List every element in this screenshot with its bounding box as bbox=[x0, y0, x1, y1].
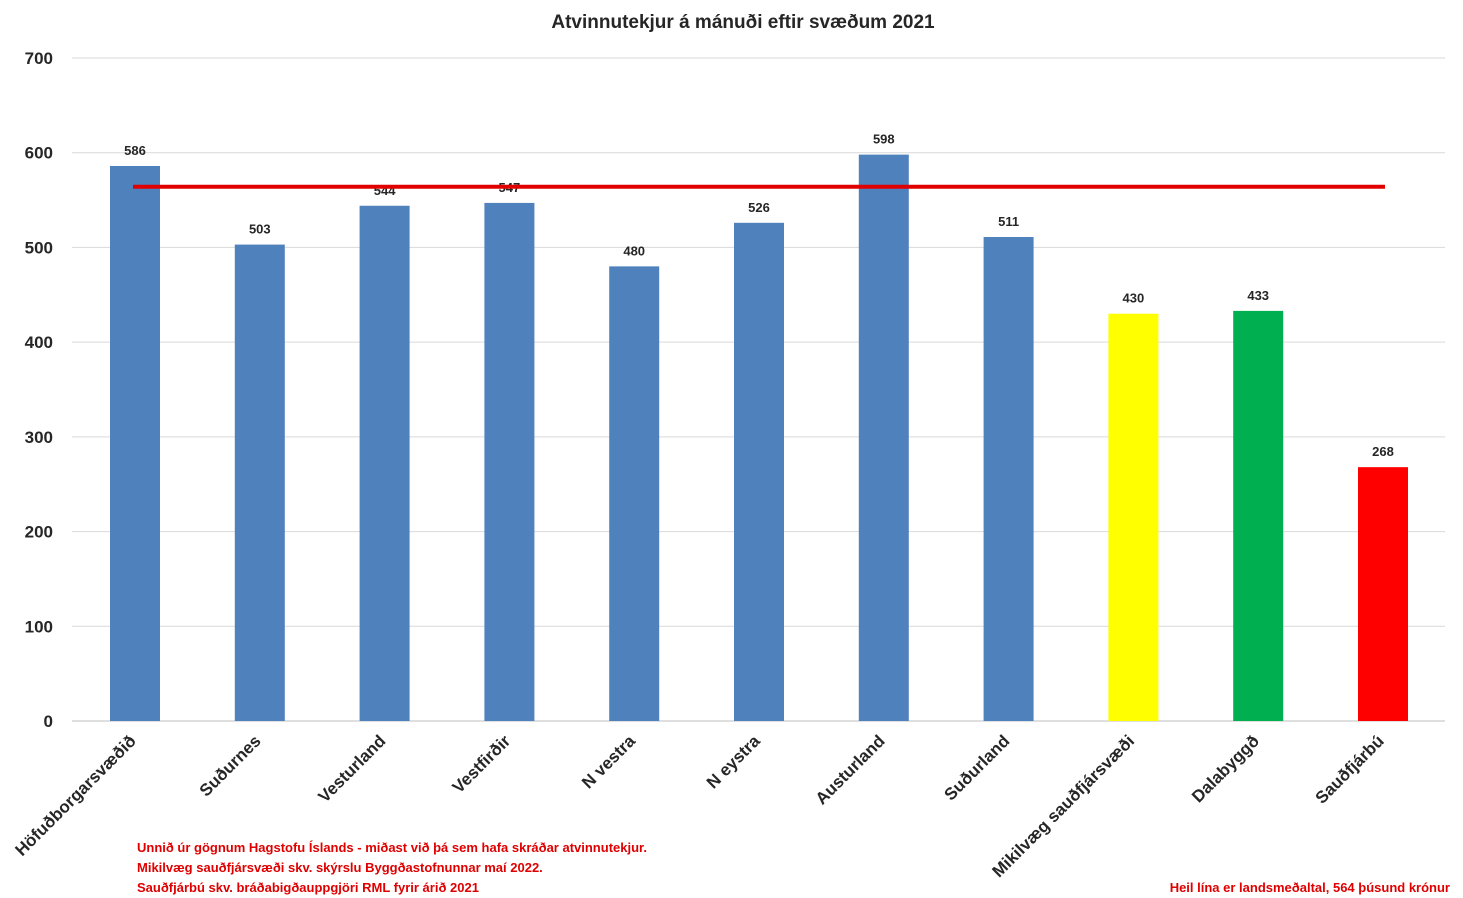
source-note-2: Mikilvæg sauðfjársvæði skv. skýrslu Bygg… bbox=[137, 860, 543, 875]
bar bbox=[1233, 310, 1284, 721]
data-label: 598 bbox=[873, 132, 895, 147]
reference-line-note: Heil lína er landsmeðaltal, 564 þúsund k… bbox=[1170, 880, 1450, 895]
bar bbox=[484, 202, 535, 722]
y-tick-label: 600 bbox=[25, 144, 53, 163]
y-tick-label: 200 bbox=[25, 523, 53, 542]
x-tick-label: Dalabyggð bbox=[1188, 731, 1263, 806]
bar bbox=[110, 165, 160, 721]
x-tick-label: Vesturland bbox=[315, 731, 390, 806]
x-tick-label: Mikilvæg sauðfjársvæði bbox=[989, 731, 1139, 881]
y-tick-label: 300 bbox=[25, 428, 53, 447]
bar bbox=[359, 205, 410, 722]
data-label: 526 bbox=[748, 200, 770, 215]
x-tick-label: Suðurland bbox=[941, 731, 1014, 804]
data-label: 268 bbox=[1372, 444, 1394, 459]
source-note-3: Sauðfjárbú skv. bráðabigðauppgjöri RML f… bbox=[137, 880, 479, 895]
data-label: 430 bbox=[1123, 291, 1145, 306]
bar bbox=[1108, 313, 1159, 721]
source-note-1: Unnið úr gögnum Hagstofu Íslands - miðas… bbox=[137, 840, 647, 855]
data-label: 503 bbox=[249, 222, 271, 237]
bar bbox=[734, 222, 784, 721]
x-tick-label: N vestra bbox=[578, 731, 639, 792]
data-labels: 586503544547480526598511430433268 bbox=[124, 132, 1394, 460]
bar bbox=[983, 237, 1034, 721]
y-axis: 0 100 200 300 400 500 600 700 bbox=[25, 49, 53, 731]
x-axis: Höfuðborgarsvæðið Suðurnes Vesturland Vestf… bbox=[12, 731, 1388, 881]
bar bbox=[1358, 467, 1408, 721]
bar bbox=[609, 266, 660, 721]
x-tick-label: Austurland bbox=[812, 731, 889, 808]
y-tick-label: 700 bbox=[25, 49, 53, 68]
data-label: 511 bbox=[998, 214, 1019, 229]
x-tick-label: N eystra bbox=[703, 731, 764, 792]
bars bbox=[110, 154, 1408, 722]
x-tick-label: Sauðfjárbú bbox=[1312, 731, 1388, 807]
x-tick-label: Vestfirðir bbox=[449, 731, 515, 797]
data-label: 433 bbox=[1247, 288, 1269, 303]
data-label: 586 bbox=[124, 143, 146, 158]
chart-title: Atvinnutekjur á mánuði eftir svæðum 2021 bbox=[551, 12, 935, 33]
y-tick-label: 400 bbox=[25, 333, 53, 352]
y-tick-label: 0 bbox=[44, 712, 53, 731]
x-tick-label: Suðurnes bbox=[196, 731, 265, 800]
y-tick-label: 500 bbox=[25, 238, 53, 257]
data-label: 480 bbox=[623, 243, 645, 258]
x-tick-label: Höfuðborgarsvæðið bbox=[12, 731, 140, 859]
bar bbox=[858, 154, 909, 721]
bar bbox=[234, 244, 285, 721]
y-tick-label: 100 bbox=[25, 617, 53, 636]
